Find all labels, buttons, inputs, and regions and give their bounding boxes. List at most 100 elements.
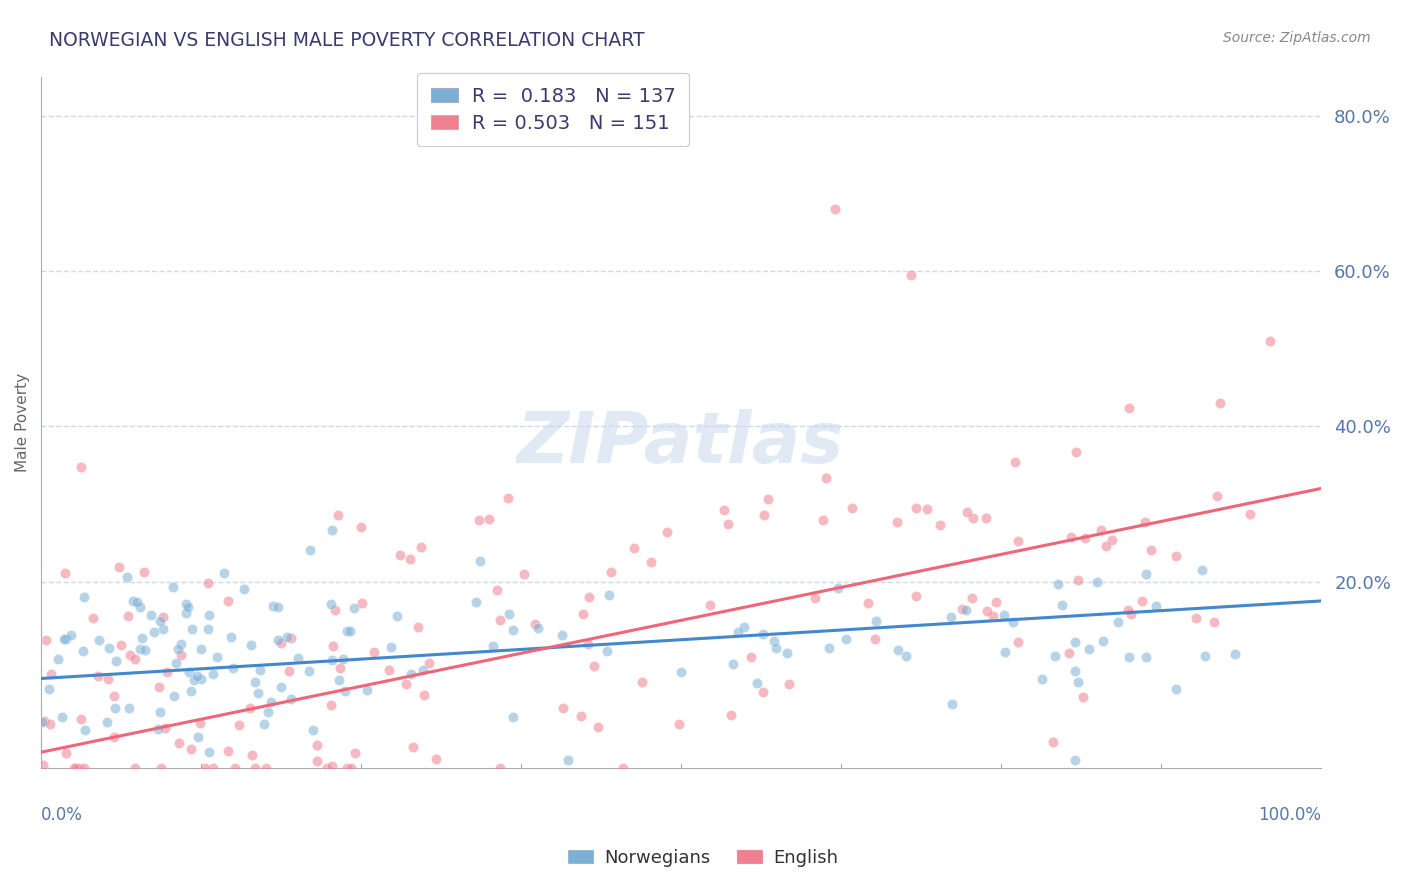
Point [1085,574,1108,589]
Point [464,595,486,609]
Point [1164,549,1187,563]
Point [1118,650,1140,665]
Point [412,663,434,677]
Point [321,759,343,773]
Point [322,640,344,654]
Point [201,761,224,775]
Point [824,202,846,217]
Point [350,520,373,534]
Point [915,501,938,516]
Point [315,761,337,775]
Point [1135,649,1157,664]
Point [321,523,343,537]
Point [1004,455,1026,469]
Point [194,761,217,775]
Point [551,700,574,714]
Point [1090,523,1112,537]
Point [478,512,501,526]
Point [402,739,425,754]
Point [974,511,997,525]
Point [1206,489,1229,503]
Point [962,511,984,525]
Point [841,500,863,515]
Point [174,606,197,620]
Point [425,752,447,766]
Point [1092,634,1115,648]
Point [87,632,110,647]
Point [73,591,96,605]
Point [814,470,837,484]
Point [856,596,879,610]
Point [489,613,512,627]
Point [219,630,242,644]
Point [1164,681,1187,696]
Point [631,675,654,690]
Point [818,640,841,655]
Point [107,560,129,574]
Point [1063,664,1085,678]
Point [956,505,979,519]
Point [527,621,550,635]
Point [886,515,908,529]
Point [321,653,343,667]
Point [240,747,263,762]
Point [981,609,1004,624]
Point [1101,533,1123,547]
Point [569,709,592,723]
Point [177,599,200,614]
Point [1042,735,1064,749]
Point [395,677,418,691]
Point [143,624,166,639]
Point [117,608,139,623]
Point [727,625,749,640]
Point [668,717,690,731]
Point [900,268,922,283]
Point [39,717,62,731]
Point [339,624,361,639]
Point [887,643,910,657]
Text: 0.0%: 0.0% [41,805,83,823]
Point [149,614,172,628]
Point [326,508,349,522]
Point [247,686,270,700]
Point [598,588,620,602]
Point [65,761,87,775]
Point [118,648,141,663]
Point [835,632,858,646]
Point [1078,642,1101,657]
Point [110,638,132,652]
Point [1258,334,1281,348]
Point [105,654,128,668]
Point [778,677,800,691]
Point [72,644,94,658]
Point [1047,577,1070,591]
Point [1007,533,1029,548]
Point [190,672,212,686]
Point [298,665,321,679]
Point [280,631,302,645]
Point [1107,615,1129,629]
Point [811,513,834,527]
Point [134,643,156,657]
Point [205,650,228,665]
Point [941,697,963,711]
Point [323,603,346,617]
Point [299,542,322,557]
Text: NORWEGIAN VS ENGLISH MALE POVERTY CORRELATION CHART: NORWEGIAN VS ENGLISH MALE POVERTY CORREL… [49,31,645,50]
Text: Source: ZipAtlas.com: Source: ZipAtlas.com [1223,31,1371,45]
Point [55,746,77,760]
Point [46,652,69,666]
Point [224,761,246,775]
Point [1135,567,1157,582]
Point [270,636,292,650]
Point [249,663,271,677]
Point [69,460,91,475]
Point [260,695,283,709]
Point [984,595,1007,609]
Point [217,593,239,607]
Point [197,576,219,591]
Point [363,645,385,659]
Point [328,673,350,687]
Point [228,718,250,732]
Point [1223,648,1246,662]
